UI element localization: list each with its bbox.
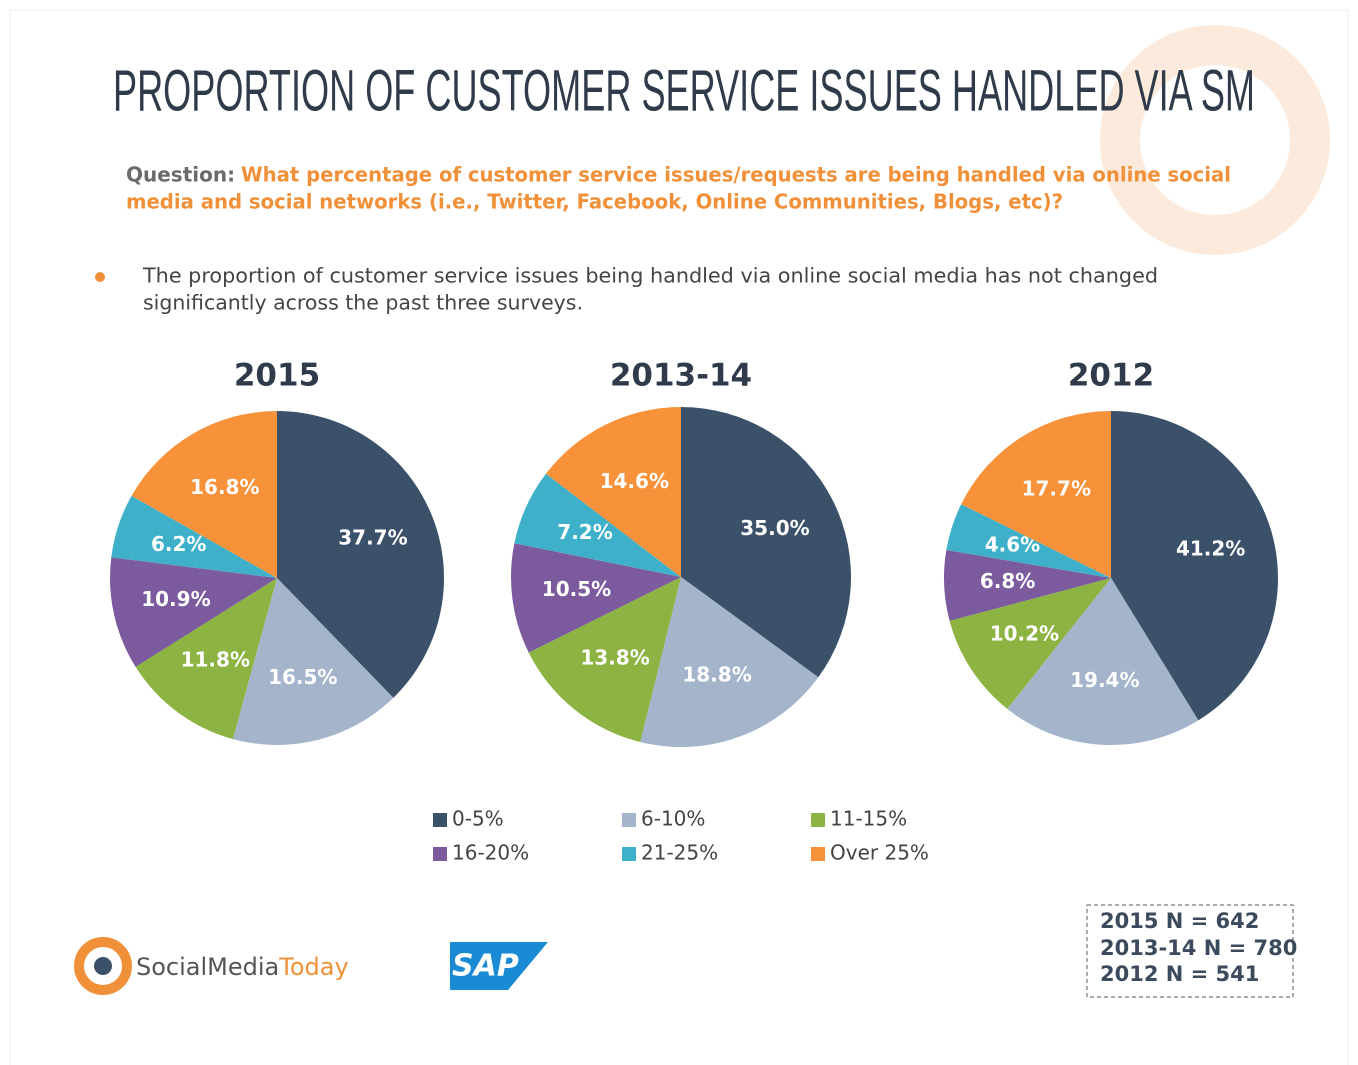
smt-logo-icon bbox=[94, 957, 112, 975]
pie-slice bbox=[110, 557, 277, 667]
page-title: PROPORTION OF CUSTOMER SERVICE ISSUES HA… bbox=[113, 58, 1255, 123]
pie-slice bbox=[232, 578, 394, 745]
slice-label: 10.5% bbox=[542, 577, 611, 601]
pie-slice bbox=[135, 578, 277, 740]
slice-label: 6.2% bbox=[151, 532, 206, 556]
pie-title: 2013-14 bbox=[610, 358, 752, 394]
slice-label: 37.7% bbox=[338, 526, 407, 550]
legend-swatch bbox=[433, 847, 447, 861]
pie-slice bbox=[946, 504, 1111, 578]
pie-slice bbox=[510, 543, 681, 653]
pie-slice bbox=[1111, 411, 1279, 721]
legend-swatch bbox=[811, 813, 825, 827]
sample-size: 2013-14 N = 780 bbox=[1100, 936, 1297, 960]
question-label: Question: bbox=[126, 163, 235, 187]
pie-slice bbox=[277, 411, 445, 698]
slice-label: 16.8% bbox=[190, 475, 259, 499]
slice-label: 11.8% bbox=[181, 648, 250, 672]
legend-swatch bbox=[622, 813, 636, 827]
pie-title: 2015 bbox=[234, 358, 320, 394]
sap-logo: SAP bbox=[452, 949, 519, 984]
legend-label: 6-10% bbox=[641, 807, 705, 831]
pie-slice bbox=[131, 411, 277, 578]
sample-size: 2015 N = 642 bbox=[1100, 909, 1259, 933]
slice-label: 10.2% bbox=[990, 621, 1059, 645]
question: media and social networks (i.e., Twitter… bbox=[126, 190, 1063, 214]
sample-box bbox=[1086, 904, 1294, 998]
legend-label: 16-20% bbox=[452, 841, 529, 865]
slice-label: 6.8% bbox=[980, 569, 1035, 593]
pie-slice bbox=[943, 550, 1111, 621]
legend-label: 21-25% bbox=[641, 841, 718, 865]
pie-slice bbox=[949, 578, 1111, 709]
pie-slice bbox=[681, 407, 852, 678]
pie-slice bbox=[1007, 578, 1199, 746]
slice-label: 35.0% bbox=[740, 516, 809, 540]
pie-slice bbox=[514, 473, 681, 577]
pie-slice bbox=[640, 577, 819, 747]
pie-slice bbox=[961, 411, 1111, 578]
smt-logo-icon bbox=[74, 937, 132, 995]
decor-ring bbox=[1100, 25, 1330, 255]
bullet-icon bbox=[95, 272, 105, 282]
pie-slice bbox=[528, 577, 681, 743]
pie-title: 2012 bbox=[1068, 358, 1154, 394]
legend-label: 11-15% bbox=[830, 807, 907, 831]
smt-logo-b: Today bbox=[278, 953, 348, 981]
pie-slice bbox=[111, 495, 277, 578]
sample-size: 2012 N = 541 bbox=[1100, 962, 1259, 986]
slice-label: 41.2% bbox=[1176, 536, 1245, 560]
slice-label: 19.4% bbox=[1070, 668, 1139, 692]
slice-label: 7.2% bbox=[557, 520, 612, 544]
bullet-text: significantly across the past three surv… bbox=[143, 291, 583, 315]
slice-label: 10.9% bbox=[141, 587, 210, 611]
slice-label: 13.8% bbox=[580, 646, 649, 670]
slice-label: 14.6% bbox=[600, 469, 669, 493]
smt-logo: SocialMediaToday bbox=[136, 953, 349, 981]
legend-swatch bbox=[433, 813, 447, 827]
question: What percentage of customer service issu… bbox=[241, 163, 1231, 187]
pie-slice bbox=[545, 407, 681, 577]
bullet-text: The proportion of customer service issue… bbox=[142, 264, 1158, 288]
slice-label: 18.8% bbox=[682, 663, 751, 687]
legend-label: 0-5% bbox=[452, 807, 504, 831]
sap-logo-bg bbox=[450, 942, 548, 990]
legend-swatch bbox=[622, 847, 636, 861]
legend-label: Over 25% bbox=[830, 841, 929, 865]
legend-swatch bbox=[811, 847, 825, 861]
slice-label: 16.5% bbox=[268, 665, 337, 689]
slice-label: 17.7% bbox=[1022, 477, 1091, 501]
smt-logo-a: SocialMedia bbox=[136, 953, 279, 981]
